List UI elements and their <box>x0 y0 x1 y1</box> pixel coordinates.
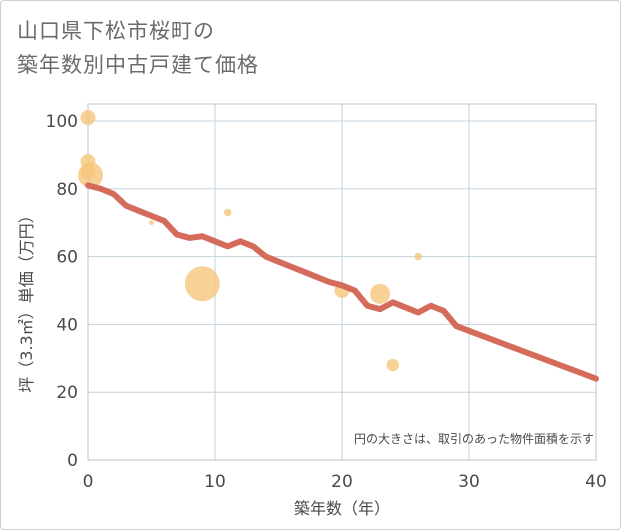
bubble-series <box>78 110 422 372</box>
y-axis-label: 坪（3.3㎡）単価（万円） <box>17 207 36 392</box>
bubble-point <box>223 208 232 217</box>
y-tick-label: 40 <box>56 315 78 335</box>
x-axis-label: 築年数（年） <box>294 499 390 518</box>
x-tick-label: 0 <box>83 472 94 492</box>
plot-area <box>87 103 597 461</box>
bubble-point <box>78 162 104 188</box>
bubble-size-note: 円の大きさは、取引のあった物件面積を示す <box>354 431 594 446</box>
x-tick-label: 10 <box>204 472 226 492</box>
x-axis-ticks: 0 10 20 30 40 <box>83 472 607 492</box>
bubble-point <box>414 252 422 261</box>
chart-title-line-1: 山口県下松市桜町の <box>17 19 215 43</box>
bubble-point <box>149 220 154 226</box>
y-tick-label: 100 <box>46 112 78 132</box>
y-tick-label: 60 <box>56 248 78 268</box>
x-tick-label: 20 <box>331 472 353 492</box>
bubble-point <box>370 283 391 304</box>
y-axis-ticks: 0 20 40 60 80 100 <box>46 112 78 471</box>
trend-line <box>85 182 599 382</box>
chart-title: 山口県下松市桜町の 築年数別中古戸建て価格 <box>17 14 259 82</box>
grid-lines <box>87 104 597 461</box>
y-tick-label: 80 <box>56 180 78 200</box>
x-tick-label: 30 <box>458 472 480 492</box>
x-tick-label: 40 <box>585 472 607 492</box>
y-tick-label: 0 <box>67 451 78 471</box>
y-tick-label: 20 <box>56 383 78 403</box>
chart-title-line-2: 築年数別中古戸建て価格 <box>17 53 259 77</box>
bubble-point <box>184 266 220 302</box>
bubble-point <box>386 358 400 372</box>
bubble-point <box>80 110 96 126</box>
